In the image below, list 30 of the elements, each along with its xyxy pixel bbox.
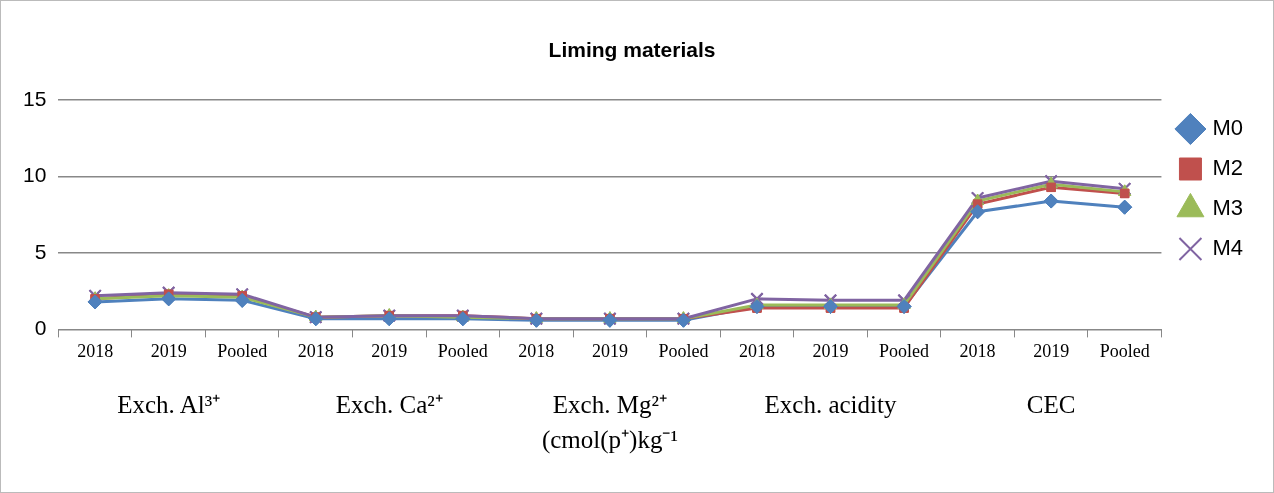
legend-label: M0	[1212, 115, 1243, 141]
text: Exch. Ca²⁺	[335, 390, 443, 418]
legend-label: M3	[1212, 195, 1243, 221]
y-tick-label: 5	[34, 239, 47, 263]
legend-label: M4	[1212, 235, 1243, 261]
x-tick-label: 2019	[812, 340, 849, 361]
y-tick-label: 0	[34, 316, 47, 340]
x-tick-label: 2019	[1033, 340, 1070, 361]
x-tick-label: Pooled	[879, 340, 930, 361]
text: CEC	[1026, 390, 1076, 418]
text: Exch. Al³⁺	[117, 390, 221, 418]
x-tick-label: Pooled	[217, 340, 268, 361]
x-tick-label: 2018	[297, 340, 334, 361]
x-tick-label: Pooled	[658, 340, 709, 361]
x-tick-label: Pooled	[437, 340, 488, 361]
x-tick-label: 2019	[371, 340, 408, 361]
x-tick-label: 2018	[959, 340, 996, 361]
text: Exch. acidity	[764, 390, 897, 418]
x-tick-label: 2018	[77, 340, 114, 361]
y-tick-label: 10	[23, 163, 47, 187]
y-tick-label: 15	[23, 87, 47, 110]
x-tick-label: 2018	[518, 340, 555, 361]
x-tick-label: Pooled	[1099, 340, 1150, 361]
x-tick-label: 2019	[591, 340, 628, 361]
legend-label: M2	[1212, 155, 1243, 181]
x-tick-label: 2019	[150, 340, 187, 361]
chart-title: Liming materials	[548, 38, 716, 62]
text: Exch. Mg²⁺	[552, 390, 667, 418]
x-tick-label: 2018	[738, 340, 775, 361]
x-axis-title: (cmol(p⁺)kg⁻¹	[541, 425, 678, 454]
